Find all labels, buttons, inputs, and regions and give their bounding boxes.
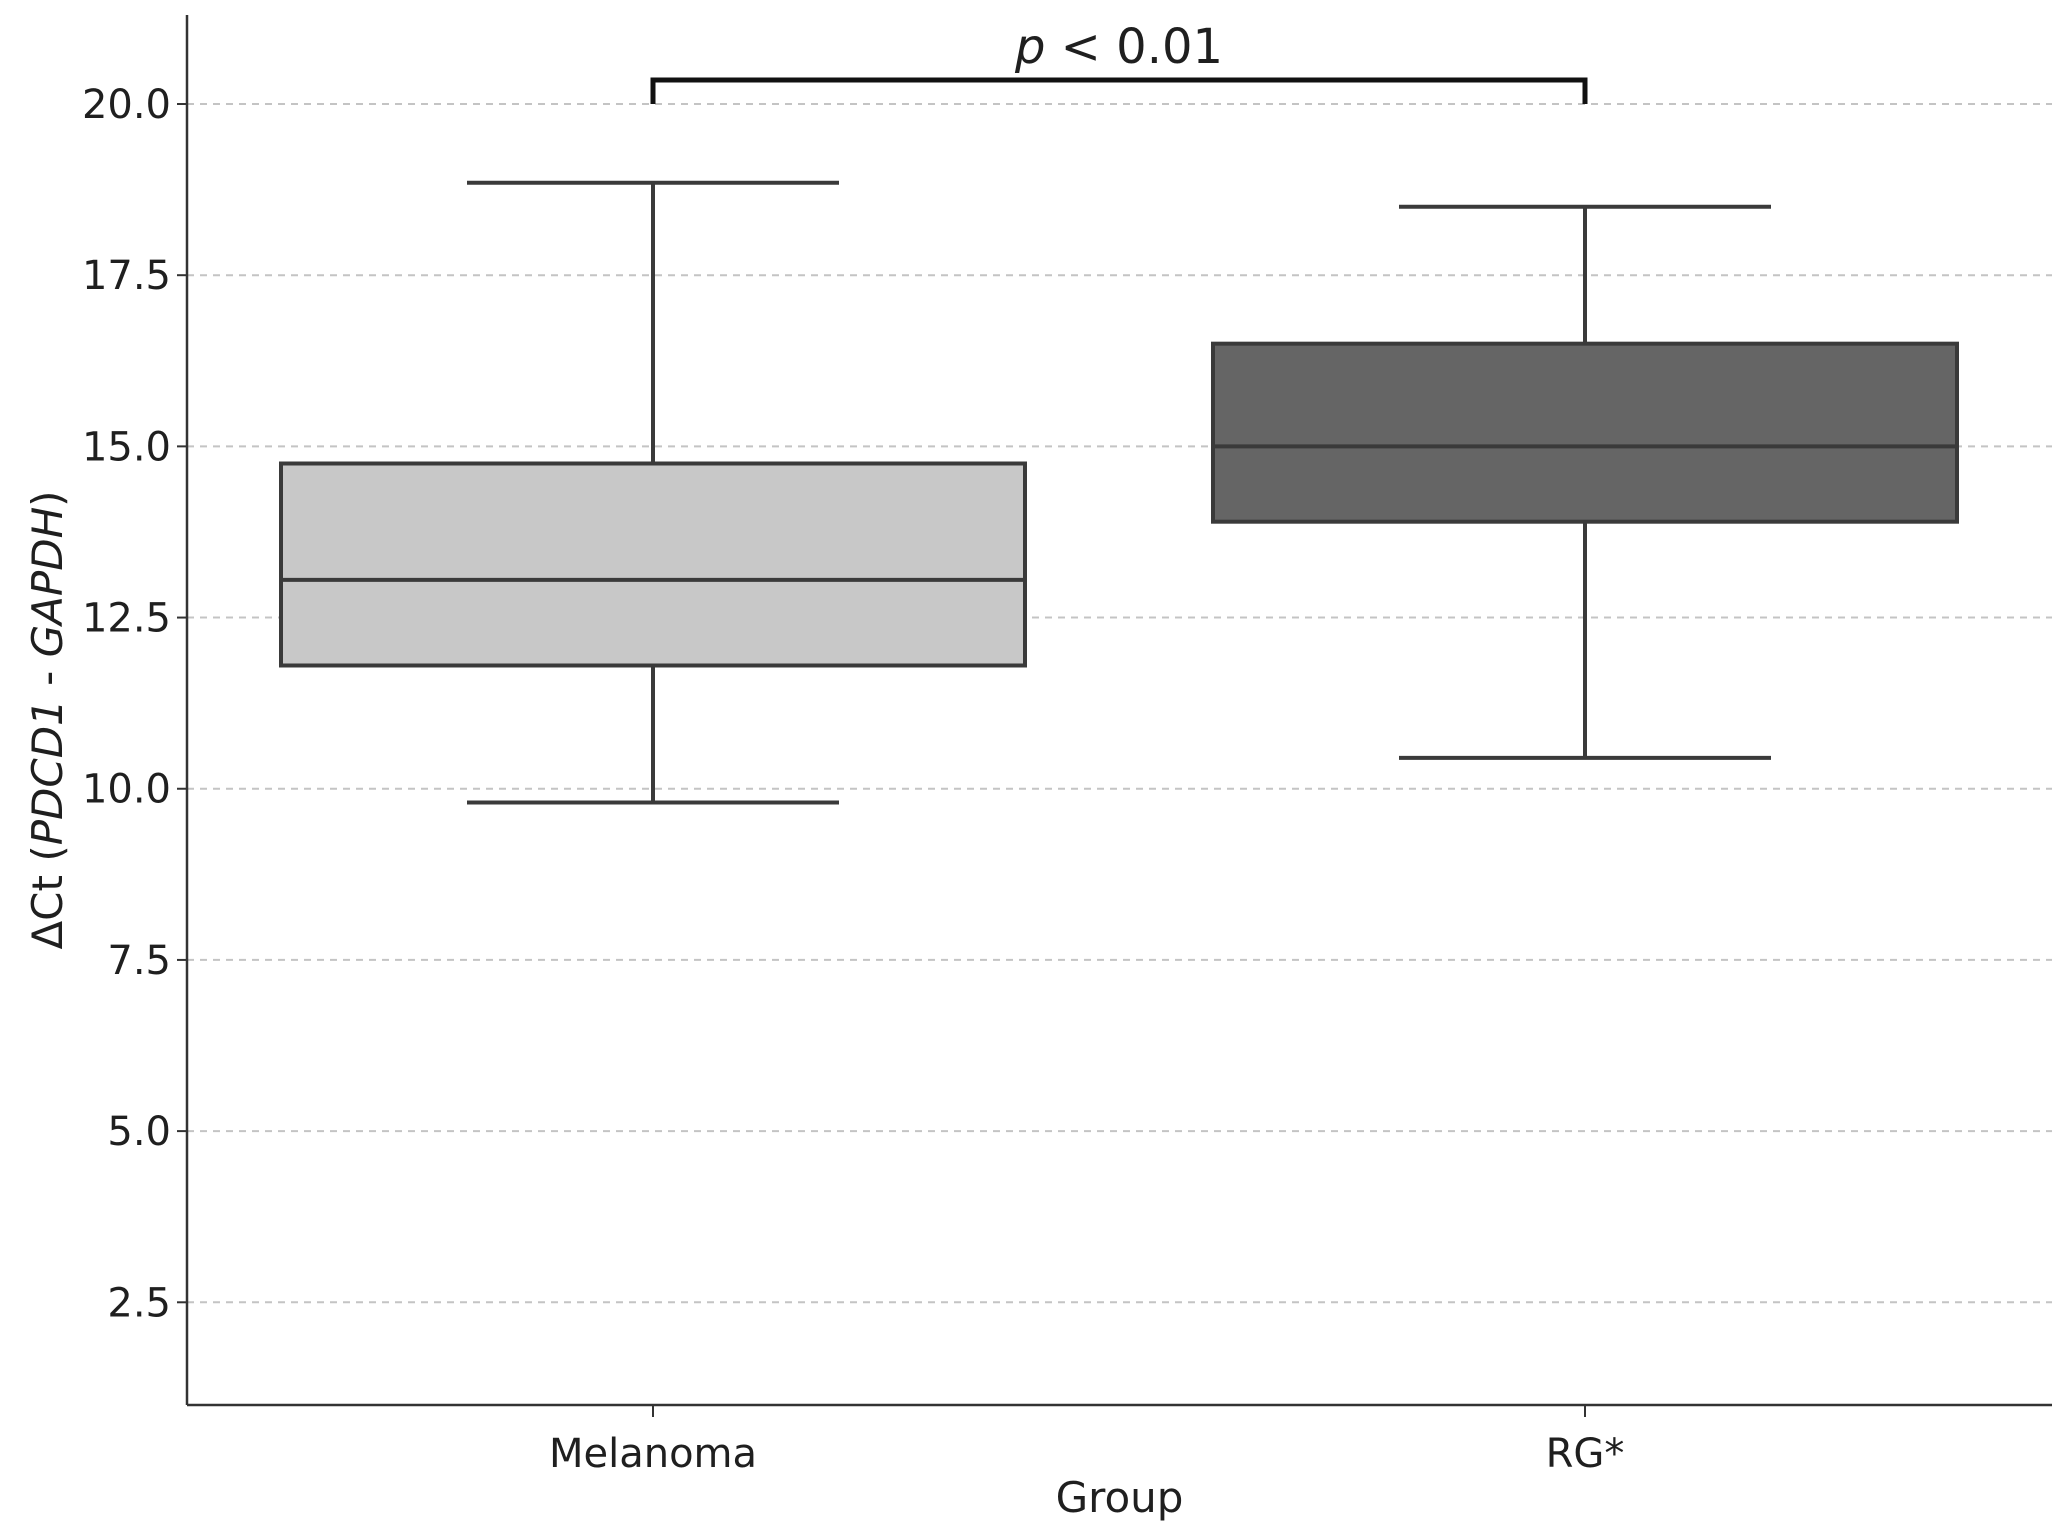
y-tick-label-1: 5.0 — [107, 1109, 171, 1155]
y-axis-label-gene1: PDCD1 — [23, 699, 72, 845]
significance-annotation: p < 0.01 — [650, 19, 1588, 105]
y-tick-labels: 2.5 5.0 7.5 10.0 12.5 15.0 17.5 20.0 — [82, 82, 187, 1326]
y-axis-label-sep: - — [23, 657, 72, 699]
gridlines — [187, 103, 2052, 1304]
x-tick-labels: Melanoma RG* — [549, 1405, 1624, 1477]
y-tick-label-2: 7.5 — [107, 938, 171, 984]
x-axis-label: Group — [1056, 1473, 1184, 1522]
boxes — [279, 180, 1959, 805]
box-rg-iqr-box — [1211, 341, 1959, 524]
y-tick-label-7: 20.0 — [82, 82, 171, 128]
y-axis-label-prefix: ΔCt ( — [23, 845, 72, 949]
x-tick-label-0: Melanoma — [549, 1431, 757, 1477]
axes — [185, 15, 2052, 1407]
y-axis-label-suffix: ) — [23, 490, 72, 506]
box-melanoma-iqr-box — [279, 461, 1027, 668]
y-tick-label-6: 17.5 — [82, 253, 171, 299]
x-tick-label-1: RG* — [1546, 1431, 1625, 1477]
y-axis-label: ΔCt (PDCD1 - GAPDH) — [23, 490, 72, 949]
p-value-label: p < 0.01 — [1014, 19, 1223, 75]
y-tick-label-5: 15.0 — [82, 424, 171, 470]
y-axis-label-gene2: GAPDH — [23, 507, 72, 658]
p-value-threshold: < 0.01 — [1045, 19, 1223, 75]
significance-bracket — [650, 77, 1588, 105]
y-tick-label-3: 10.0 — [82, 767, 171, 813]
y-tick-label-4: 12.5 — [82, 596, 171, 642]
y-tick-label-0: 2.5 — [107, 1280, 171, 1326]
p-value-symbol: p — [1014, 19, 1045, 75]
